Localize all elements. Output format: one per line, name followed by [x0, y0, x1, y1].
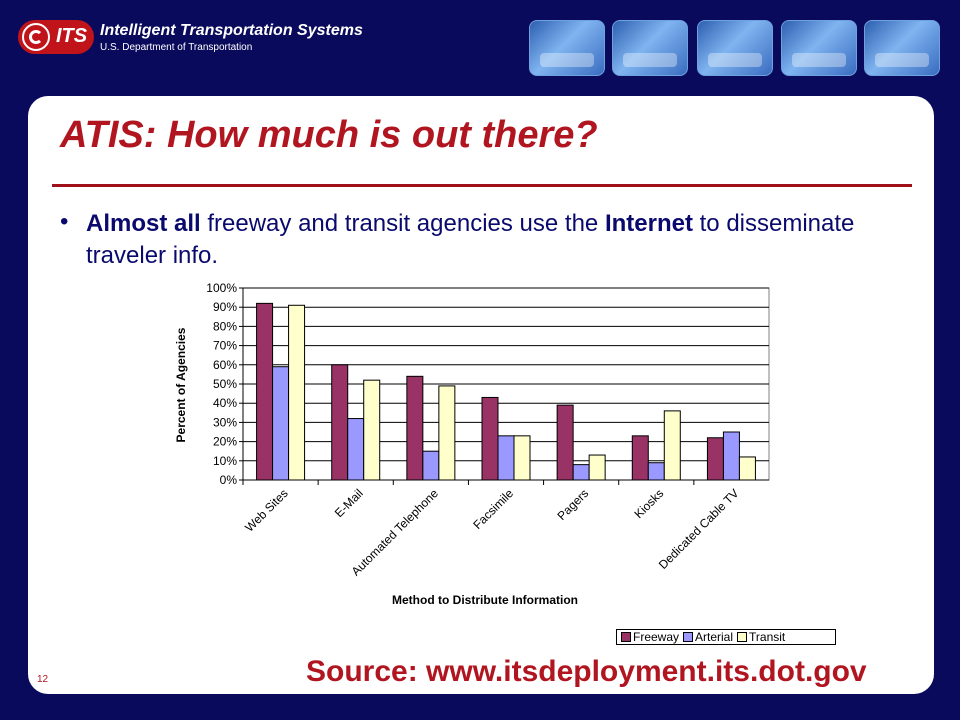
legend-swatch-arterial	[683, 632, 694, 642]
its-swirl-icon	[22, 23, 50, 51]
header-photo-bus	[697, 20, 773, 76]
bar-transit	[663, 410, 681, 481]
bar-freeway	[331, 364, 349, 481]
bar-arterial	[572, 464, 590, 481]
bar-freeway	[406, 375, 424, 481]
bar-freeway	[481, 396, 499, 481]
y-tick-label: 80%	[213, 319, 237, 333]
y-tick-label: 40%	[213, 396, 237, 410]
slide-number: 12	[37, 674, 49, 685]
logo-text: ITS	[56, 25, 88, 47]
bar-arterial	[347, 418, 365, 481]
x-tick-label: Dedicated Cable TV	[656, 486, 742, 572]
bullet-part-4: to disseminate traveler info.	[86, 210, 855, 269]
bar-freeway	[556, 404, 574, 481]
header-photo-semi	[864, 20, 940, 76]
x-axis-label: Method to Distribute Information	[392, 593, 578, 607]
y-tick-label: 90%	[213, 300, 237, 314]
its-logo: ITS	[18, 20, 94, 54]
y-tick-label: 30%	[213, 415, 237, 429]
y-tick-label: 20%	[213, 435, 237, 449]
x-tick-label: Pagers	[554, 486, 591, 523]
header-photo-road	[529, 20, 605, 76]
header-photo-highway	[781, 20, 857, 76]
bullet-icon: •	[60, 208, 69, 235]
bar-arterial	[422, 450, 440, 481]
y-tick-label: 70%	[213, 339, 237, 353]
bar-freeway	[631, 435, 649, 481]
legend-item-freeway: Freeway	[621, 630, 679, 644]
header-banner: ITS Intelligent Transportation Systems U…	[0, 0, 960, 92]
x-tick-label: E-Mail	[332, 486, 366, 520]
y-axis-label: Percent of Agencies	[174, 327, 188, 442]
legend-label-transit: Transit	[749, 630, 786, 644]
slide-title: ATIS: How much is out there?	[60, 114, 598, 156]
brand-title: Intelligent Transportation Systems	[100, 22, 363, 39]
bar-freeway	[706, 437, 724, 481]
bar-arterial	[722, 431, 740, 481]
y-tick-label: 50%	[213, 377, 237, 391]
y-tick-label: 0%	[220, 473, 238, 487]
bar-arterial	[647, 462, 665, 481]
legend-swatch-freeway	[621, 632, 631, 642]
bar-transit	[438, 385, 456, 481]
bar-transit	[288, 304, 306, 481]
bar-transit	[513, 435, 531, 481]
bar-transit	[363, 379, 381, 481]
legend-label-freeway: Freeway	[633, 630, 680, 644]
chart-legend: Freeway Arterial Transit	[616, 629, 836, 645]
bar-transit	[738, 456, 756, 481]
legend-item-transit: Transit	[737, 630, 785, 644]
bullet-part-2: freeway and transit agencies use the	[200, 210, 605, 237]
y-tick-label: 100%	[206, 281, 237, 295]
legend-item-arterial: Arterial	[683, 630, 733, 644]
bullet-text: Almost all freeway and transit agencies …	[86, 208, 906, 272]
title-divider	[52, 184, 912, 187]
x-tick-label: Kiosks	[632, 486, 667, 521]
legend-swatch-transit	[737, 632, 748, 642]
source-link[interactable]: Source: www.itsdeployment.its.dot.gov	[306, 655, 867, 688]
legend-label-arterial: Arterial	[695, 630, 734, 644]
x-tick-label: Facsimile	[470, 486, 516, 532]
header-photo-truck	[612, 20, 688, 76]
bullet-emphasis-2: Internet	[604, 210, 693, 237]
y-tick-label: 10%	[213, 454, 237, 468]
y-tick-label: 60%	[213, 358, 237, 372]
bar-freeway	[256, 302, 274, 481]
brand-subtitle: U.S. Department of Transportation	[100, 42, 253, 53]
bullet-emphasis-1: Almost all	[86, 210, 201, 237]
bar-arterial	[272, 366, 290, 481]
x-tick-label: Web Sites	[242, 486, 290, 534]
bar-arterial	[497, 435, 515, 481]
x-tick-label: Automated Telephone	[349, 486, 442, 579]
bar-transit	[588, 454, 606, 481]
